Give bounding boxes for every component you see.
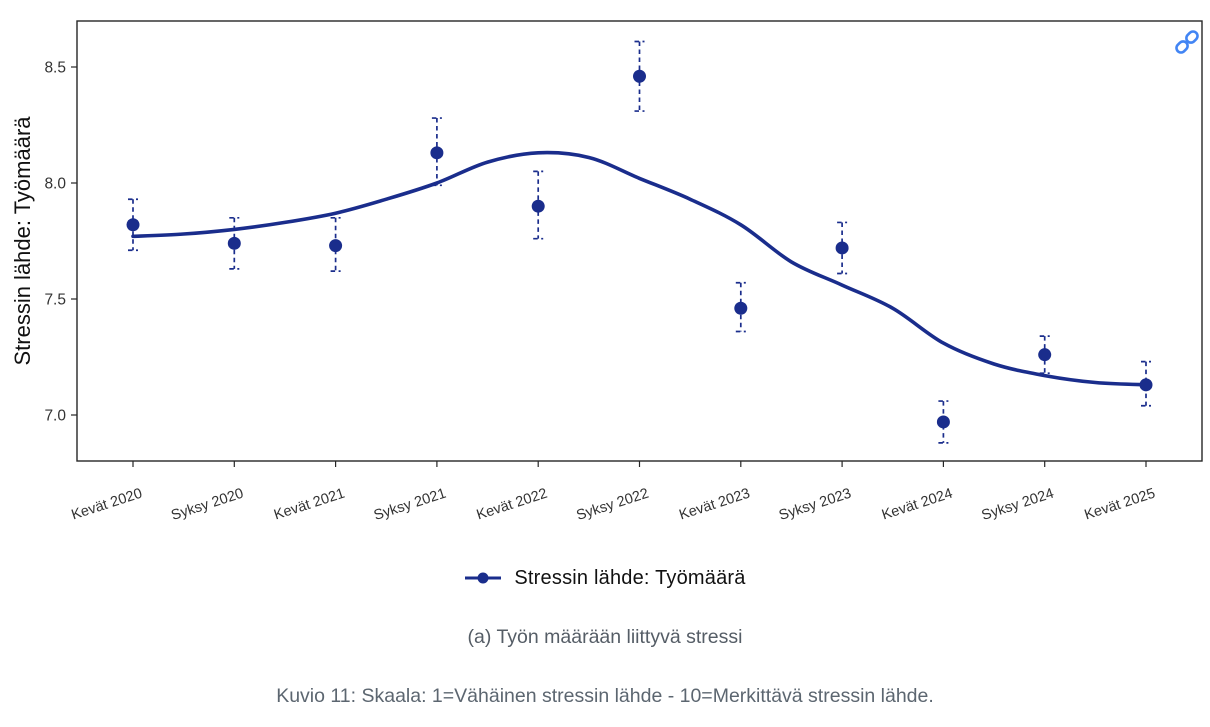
x-tick-label: Kevät 2021 [272, 486, 347, 524]
x-tick-label: Syksy 2022 [574, 486, 650, 524]
data-point [734, 301, 748, 315]
chart-legend: Stressin lähde: Työmäärä [0, 562, 1210, 594]
x-tick-label: Syksy 2024 [980, 486, 1056, 524]
y-tick-label: 8.0 [44, 176, 66, 193]
trend-line [131, 150, 1148, 387]
data-point [430, 146, 444, 160]
x-tick-label: Kevät 2020 [70, 486, 145, 524]
data-point [835, 241, 849, 255]
x-tick-label: Kevät 2023 [677, 486, 752, 524]
x-tick-label: Syksy 2021 [372, 486, 448, 524]
link-icon-ring [1175, 40, 1189, 54]
link-icon-ring [1185, 30, 1199, 44]
x-tick-label: Syksy 2020 [169, 486, 245, 524]
legend-key-icon [465, 572, 502, 584]
legend-label: Stressin lähde: Työmäärä [514, 566, 746, 589]
data-point [1038, 348, 1052, 362]
subfigure-caption: (a) Työn määrään liittyvä stressi [467, 626, 743, 648]
data-point [531, 199, 545, 213]
y-tick-label: 8.5 [44, 60, 66, 77]
data-point [126, 218, 140, 232]
x-tick-label: Kevät 2022 [475, 486, 550, 524]
x-tick-label: Kevät 2025 [1083, 486, 1158, 524]
data-point [227, 236, 241, 250]
y-tick-label: 7.0 [44, 408, 66, 425]
x-tick-label: Kevät 2024 [880, 486, 955, 524]
data-point [936, 415, 950, 429]
data-point [633, 69, 646, 83]
y-axis-title: Stressin lähde: Työmäärä [10, 116, 35, 366]
figure-caption: Kuvio 11: Skaala: 1=Vähäinen stressin lä… [276, 685, 934, 707]
stress-line-chart: 8.5 8.0 7.5 7.0 Kevät 2020 Syksy 2020 Kevät 20… [10, 20, 1203, 524]
data-point [329, 239, 343, 253]
legend-key-dot [477, 572, 489, 584]
plot-panel-border [76, 20, 1203, 462]
y-tick-label: 7.5 [44, 292, 66, 309]
link-icon[interactable] [1175, 30, 1200, 55]
x-tick-label: Syksy 2023 [777, 486, 853, 524]
data-point [1139, 378, 1153, 392]
